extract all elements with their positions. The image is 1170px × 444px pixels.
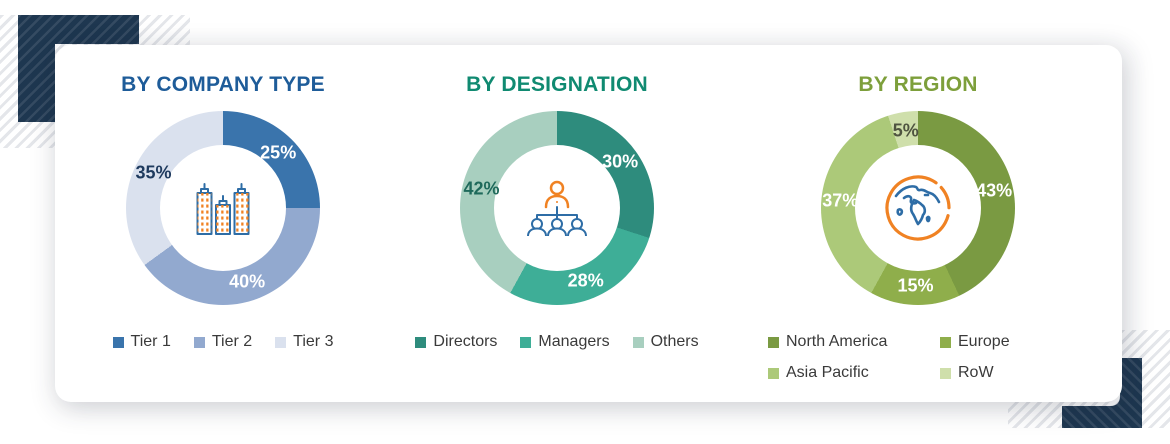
legend-swatch-icon bbox=[768, 367, 779, 379]
segment-value-label: 37% bbox=[822, 190, 859, 211]
legend-item: Europe bbox=[940, 333, 1010, 351]
chart-by-region: BY REGION 43% 15% 37% 5% North America Europ… bbox=[748, 45, 1088, 382]
legend-item: Tier 1 bbox=[112, 333, 171, 351]
legend-by-company-type: Tier 1 Tier 2 Tier 3 bbox=[53, 333, 393, 351]
segment-value-label: 35% bbox=[135, 162, 172, 183]
legend-item: North America bbox=[768, 333, 940, 351]
legend-item: Others bbox=[632, 333, 699, 351]
legend-swatch-icon bbox=[632, 336, 644, 348]
legend-label: Tier 2 bbox=[211, 333, 253, 350]
legend-label: RoW bbox=[958, 364, 994, 381]
legend-swatch-icon bbox=[415, 336, 427, 348]
legend-label: Others bbox=[650, 333, 699, 350]
chart-by-designation: BY DESIGNATION 30% 28% 42% Directors Manage… bbox=[387, 45, 727, 351]
segment-value-label: 25% bbox=[260, 142, 297, 163]
donut-by-company-type: 25% 40% 35% bbox=[126, 111, 320, 305]
corner-navy-l-shape bbox=[1062, 358, 1142, 428]
corner-navy-bar-left bbox=[18, 15, 55, 122]
legend-swatch-icon bbox=[275, 336, 287, 348]
legend-item: Directors bbox=[415, 333, 497, 351]
legend-swatch-icon bbox=[193, 336, 205, 348]
segment-value-label: 40% bbox=[229, 271, 266, 292]
globe-icon bbox=[885, 175, 951, 241]
legend-label: Europe bbox=[958, 333, 1010, 350]
legend-label: Tier 1 bbox=[130, 333, 171, 350]
donut-by-designation: 30% 28% 42% bbox=[460, 111, 654, 305]
charts-card: BY COMPANY TYPE bbox=[55, 45, 1122, 402]
donut-hole bbox=[494, 145, 620, 271]
legend-item: Managers bbox=[520, 333, 610, 351]
legend-label: Asia Pacific bbox=[786, 364, 869, 381]
legend-item: Tier 3 bbox=[275, 333, 333, 351]
legend-label: Directors bbox=[433, 333, 498, 350]
donut-by-region: 43% 15% 37% 5% bbox=[821, 111, 1015, 305]
legend-label: Managers bbox=[538, 333, 610, 350]
legend-label: North America bbox=[786, 333, 888, 350]
legend-swatch-icon bbox=[940, 336, 951, 348]
segment-value-label: 28% bbox=[567, 270, 604, 290]
legend-label: Tier 3 bbox=[293, 333, 334, 350]
chart-title: BY REGION bbox=[858, 73, 978, 96]
legend-by-designation: Directors Managers Others bbox=[387, 333, 727, 351]
segment-value-label: 30% bbox=[602, 151, 639, 172]
buildings-icon bbox=[196, 183, 250, 235]
legend-swatch-icon bbox=[768, 336, 779, 348]
segment-value-label: 43% bbox=[976, 180, 1013, 201]
donut-hole bbox=[855, 145, 981, 271]
donut-hole bbox=[160, 145, 286, 271]
chart-by-company-type: BY COMPANY TYPE bbox=[53, 45, 393, 351]
legend-item: Tier 2 bbox=[193, 333, 253, 351]
legend-swatch-icon bbox=[940, 367, 951, 379]
legend-by-region: North America Europe Asia Pacific RoW bbox=[768, 333, 1068, 382]
legend-item: Asia Pacific bbox=[768, 364, 940, 382]
hierarchy-icon bbox=[527, 180, 587, 237]
legend-swatch-icon bbox=[520, 336, 532, 348]
segment-value-label: 5% bbox=[892, 120, 919, 141]
legend-swatch-icon bbox=[112, 336, 124, 348]
chart-title: BY DESIGNATION bbox=[466, 73, 648, 96]
segment-value-label: 15% bbox=[897, 275, 934, 296]
chart-title: BY COMPANY TYPE bbox=[121, 73, 325, 96]
legend-item: RoW bbox=[940, 364, 1010, 382]
segment-value-label: 42% bbox=[463, 178, 500, 199]
